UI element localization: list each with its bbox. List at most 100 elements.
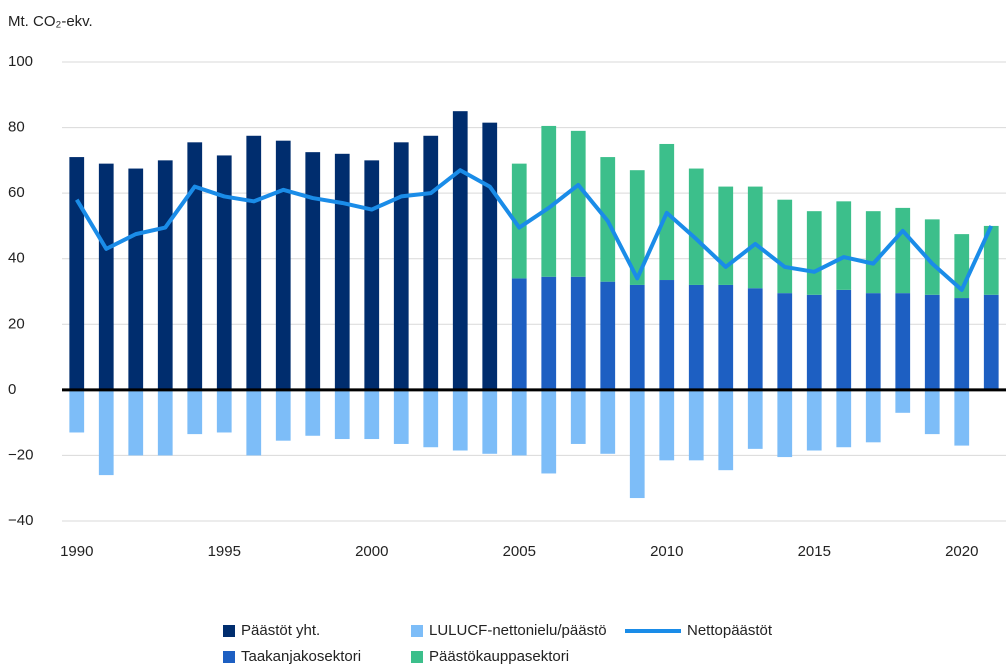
x-tick-label: 2010 bbox=[650, 543, 683, 560]
bar bbox=[423, 135, 439, 390]
legend-label: Taakanjakosektori bbox=[241, 648, 361, 665]
y-axis-label: Mt. CO₂-ekv. bbox=[8, 13, 93, 30]
bar bbox=[865, 293, 881, 390]
bar bbox=[629, 170, 645, 285]
bar bbox=[334, 389, 350, 440]
bar bbox=[747, 288, 763, 390]
legend-swatch bbox=[223, 651, 235, 663]
bar bbox=[865, 211, 881, 294]
bar bbox=[747, 186, 763, 289]
bar bbox=[570, 276, 586, 390]
y-tick-label: −40 bbox=[8, 512, 33, 529]
bar bbox=[777, 199, 793, 294]
bar bbox=[629, 284, 645, 390]
bar bbox=[806, 389, 822, 451]
bar bbox=[688, 284, 704, 390]
bar bbox=[570, 389, 586, 444]
bar bbox=[98, 163, 114, 390]
bar bbox=[895, 389, 911, 413]
bar bbox=[246, 389, 262, 456]
y-tick-label: 60 bbox=[8, 184, 25, 201]
bar bbox=[570, 130, 586, 277]
bar bbox=[482, 122, 498, 390]
bar bbox=[983, 294, 999, 390]
bar bbox=[541, 389, 557, 474]
bar bbox=[836, 389, 852, 448]
bar bbox=[364, 160, 380, 390]
bar bbox=[511, 389, 527, 456]
bar bbox=[482, 389, 498, 454]
bar bbox=[688, 168, 704, 285]
bar bbox=[128, 389, 144, 456]
bar bbox=[69, 389, 85, 433]
bar bbox=[983, 225, 999, 295]
bar bbox=[718, 284, 734, 390]
bar bbox=[954, 389, 970, 446]
legend-swatch bbox=[411, 651, 423, 663]
bar bbox=[364, 389, 380, 440]
bar bbox=[718, 186, 734, 285]
bar bbox=[836, 289, 852, 390]
x-tick-label: 2020 bbox=[945, 543, 978, 560]
bar bbox=[157, 160, 173, 390]
bar bbox=[393, 142, 409, 390]
bar bbox=[600, 389, 616, 454]
bar bbox=[216, 389, 232, 433]
bar bbox=[806, 294, 822, 390]
x-tick-label: 2005 bbox=[503, 543, 536, 560]
bar bbox=[128, 168, 144, 390]
bar bbox=[629, 389, 645, 499]
bar bbox=[895, 207, 911, 294]
bar bbox=[924, 219, 940, 295]
bar bbox=[423, 389, 439, 448]
legend-label: Päästökauppasektori bbox=[429, 648, 569, 665]
bar bbox=[659, 389, 675, 461]
bar bbox=[452, 111, 468, 390]
bar bbox=[865, 389, 881, 443]
bar bbox=[511, 163, 527, 279]
bar bbox=[511, 278, 527, 390]
bar bbox=[777, 389, 793, 458]
x-tick-label: 2015 bbox=[798, 543, 831, 560]
bar bbox=[924, 294, 940, 390]
legend-swatch bbox=[411, 625, 423, 637]
bar bbox=[69, 157, 85, 390]
legend-label: Nettopäästöt bbox=[687, 622, 773, 639]
y-tick-label: 0 bbox=[8, 381, 16, 398]
bar bbox=[806, 211, 822, 295]
bar bbox=[895, 293, 911, 390]
bar bbox=[541, 276, 557, 390]
bar bbox=[187, 142, 203, 390]
bar bbox=[954, 298, 970, 390]
bar bbox=[246, 135, 262, 390]
y-tick-label: 100 bbox=[8, 53, 33, 70]
y-tick-label: 40 bbox=[8, 250, 25, 267]
line bbox=[75, 168, 994, 292]
legend-label: LULUCF-nettonielu/päästö bbox=[429, 622, 607, 639]
x-tick-label: 1995 bbox=[208, 543, 241, 560]
bar bbox=[777, 293, 793, 390]
legend-label: Päästöt yht. bbox=[241, 622, 320, 639]
bar bbox=[305, 152, 321, 390]
bar bbox=[452, 389, 468, 451]
x-tick-label: 1990 bbox=[60, 543, 93, 560]
legend-swatch bbox=[223, 625, 235, 637]
bar bbox=[541, 125, 557, 277]
bar bbox=[659, 280, 675, 390]
bar bbox=[275, 389, 291, 441]
bar bbox=[688, 389, 704, 461]
bar bbox=[157, 389, 173, 456]
bar bbox=[718, 389, 734, 471]
bar bbox=[98, 389, 114, 476]
bar bbox=[216, 155, 232, 390]
bar bbox=[275, 140, 291, 390]
y-tick-label: 80 bbox=[8, 119, 25, 136]
y-tick-label: −20 bbox=[8, 446, 33, 463]
bar bbox=[836, 201, 852, 290]
bar bbox=[600, 281, 616, 390]
y-tick-label: 20 bbox=[8, 315, 25, 332]
bar bbox=[334, 153, 350, 390]
bar bbox=[924, 389, 940, 435]
bar bbox=[747, 389, 763, 449]
